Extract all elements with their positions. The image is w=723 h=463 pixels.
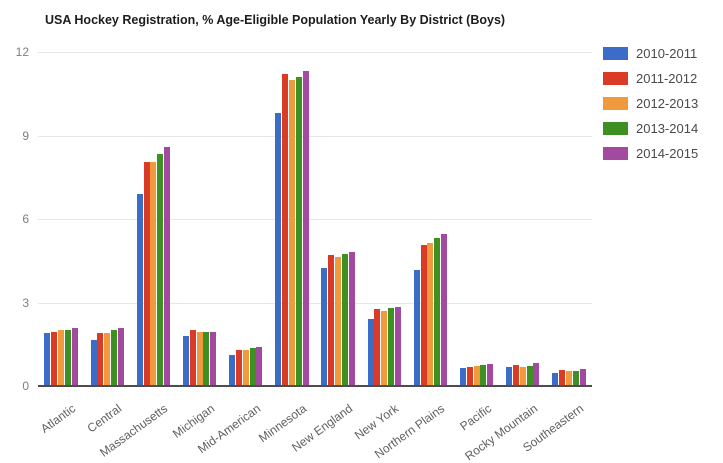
bar-2010-2011-Pacific[interactable] bbox=[459, 368, 466, 386]
bar-2011-2012-Atlantic[interactable] bbox=[51, 332, 58, 386]
y-tick-label: 3 bbox=[22, 295, 29, 310]
bar-2010-2011-Rocky Mountain[interactable] bbox=[506, 367, 513, 386]
gridline bbox=[38, 135, 592, 137]
bar-2010-2011-Southeastern[interactable] bbox=[552, 373, 559, 386]
bar-2014-2015-Minnesota[interactable] bbox=[302, 71, 309, 386]
bar-2013-2014-New York[interactable] bbox=[388, 308, 395, 386]
bar-2013-2014-Massachusetts[interactable] bbox=[157, 154, 164, 386]
bar-2012-2013-Minnesota[interactable] bbox=[288, 80, 295, 386]
legend-swatch-icon bbox=[603, 47, 628, 60]
bar-2013-2014-Michigan[interactable] bbox=[203, 332, 210, 386]
legend-item-2011-2012[interactable]: 2011-2012 bbox=[603, 71, 698, 86]
x-category-label: Atlantic bbox=[38, 401, 79, 436]
legend-swatch-icon bbox=[603, 97, 628, 110]
bar-2011-2012-Southeastern[interactable] bbox=[559, 370, 566, 386]
legend-label: 2014-2015 bbox=[636, 146, 699, 161]
bar-2010-2011-Central[interactable] bbox=[90, 340, 97, 386]
chart-title: USA Hockey Registration, % Age-Eligible … bbox=[45, 13, 506, 27]
bar-2010-2011-New England[interactable] bbox=[321, 268, 328, 386]
legend-swatch-icon bbox=[603, 122, 628, 135]
bar-2013-2014-Atlantic[interactable] bbox=[64, 330, 71, 386]
bar-2014-2015-Southeastern[interactable] bbox=[579, 369, 586, 386]
bar-2013-2014-New England[interactable] bbox=[341, 254, 348, 386]
bar-2013-2014-Minnesota[interactable] bbox=[295, 77, 302, 386]
bar-2010-2011-Minnesota[interactable] bbox=[275, 113, 282, 386]
bar-2014-2015-Pacific[interactable] bbox=[487, 364, 494, 386]
bar-2011-2012-Michigan[interactable] bbox=[189, 330, 196, 386]
bar-2012-2013-Southeastern[interactable] bbox=[565, 371, 572, 386]
bar-2013-2014-Southeastern[interactable] bbox=[572, 371, 579, 386]
bar-2010-2011-Massachusetts[interactable] bbox=[136, 194, 143, 386]
bar-2010-2011-Northern Plains[interactable] bbox=[413, 270, 420, 386]
bar-2011-2012-Minnesota[interactable] bbox=[282, 74, 289, 386]
y-tick-label: 6 bbox=[22, 212, 29, 226]
bar-2014-2015-Michigan[interactable] bbox=[210, 332, 217, 386]
x-category-label: Pacific bbox=[456, 401, 494, 434]
bar-2012-2013-Pacific[interactable] bbox=[473, 366, 480, 386]
bar-2012-2013-New York[interactable] bbox=[381, 311, 388, 386]
bar-2012-2013-Northern Plains[interactable] bbox=[427, 243, 434, 386]
gridline bbox=[38, 219, 592, 220]
bar-2010-2011-Michigan[interactable] bbox=[182, 336, 189, 386]
gridline bbox=[38, 52, 592, 53]
bar-2014-2015-New England[interactable] bbox=[348, 252, 355, 386]
legend-item-2013-2014[interactable]: 2013-2014 bbox=[603, 121, 698, 136]
legend-item-2010-2011[interactable]: 2010-2011 bbox=[603, 46, 698, 61]
legend-swatch-icon bbox=[603, 72, 628, 85]
bar-2011-2012-Pacific[interactable] bbox=[466, 367, 473, 386]
bar-2013-2014-Rocky Mountain[interactable] bbox=[526, 366, 533, 386]
bar-2014-2015-Northern Plains[interactable] bbox=[441, 234, 448, 386]
legend-label: 2012-2013 bbox=[636, 96, 699, 111]
legend-swatch-icon bbox=[603, 147, 628, 160]
bar-2013-2014-Northern Plains[interactable] bbox=[434, 238, 441, 386]
bar-2010-2011-Atlantic[interactable] bbox=[44, 333, 51, 386]
bar-2012-2013-Central[interactable] bbox=[104, 333, 111, 386]
legend-label: 2010-2011 bbox=[636, 46, 698, 61]
bar-2011-2012-Central[interactable] bbox=[97, 333, 104, 386]
bar-2012-2013-Atlantic[interactable] bbox=[58, 330, 65, 386]
bar-2014-2015-New York[interactable] bbox=[394, 307, 401, 386]
legend-item-2012-2013[interactable]: 2012-2013 bbox=[603, 96, 698, 111]
gridline bbox=[38, 302, 592, 304]
bar-2014-2015-Atlantic[interactable] bbox=[71, 328, 78, 386]
bar-2011-2012-Northern Plains[interactable] bbox=[420, 245, 427, 386]
x-axis-line bbox=[38, 385, 592, 387]
y-tick-label: 9 bbox=[22, 128, 29, 143]
bar-2011-2012-New York[interactable] bbox=[374, 309, 381, 386]
bar-2013-2014-Pacific[interactable] bbox=[480, 365, 487, 386]
legend: 2010-2011 2011-2012 2012-2013 2013-2014 2014… bbox=[603, 46, 698, 161]
bar-2010-2011-New York[interactable] bbox=[367, 319, 374, 386]
bar-2014-2015-Massachusetts[interactable] bbox=[164, 147, 171, 386]
bar-2011-2012-New England[interactable] bbox=[328, 255, 335, 386]
bar-2010-2011-Mid-American[interactable] bbox=[229, 355, 236, 386]
bar-2014-2015-Rocky Mountain[interactable] bbox=[533, 363, 540, 386]
bar-2012-2013-New England[interactable] bbox=[335, 257, 342, 386]
y-tick-label: 0 bbox=[22, 379, 29, 393]
bar-2012-2013-Michigan[interactable] bbox=[196, 332, 203, 386]
bar-2011-2012-Rocky Mountain[interactable] bbox=[512, 365, 519, 386]
bar-2013-2014-Central[interactable] bbox=[111, 330, 118, 386]
bar-2013-2014-Mid-American[interactable] bbox=[249, 348, 256, 386]
bar-2011-2012-Massachusetts[interactable] bbox=[143, 162, 150, 386]
legend-label: 2013-2014 bbox=[636, 121, 699, 136]
bar-2014-2015-Central[interactable] bbox=[117, 328, 124, 386]
bar-2012-2013-Mid-American[interactable] bbox=[242, 350, 249, 386]
legend-label: 2011-2012 bbox=[636, 71, 698, 86]
bar-2014-2015-Mid-American[interactable] bbox=[256, 347, 263, 386]
legend-item-2014-2015[interactable]: 2014-2015 bbox=[603, 146, 698, 161]
bar-2012-2013-Rocky Mountain[interactable] bbox=[519, 367, 526, 386]
x-category-label: Central bbox=[84, 401, 125, 436]
y-tick-label: 12 bbox=[15, 45, 29, 59]
bar-2011-2012-Mid-American[interactable] bbox=[235, 350, 242, 386]
bar-2012-2013-Massachusetts[interactable] bbox=[150, 162, 157, 386]
